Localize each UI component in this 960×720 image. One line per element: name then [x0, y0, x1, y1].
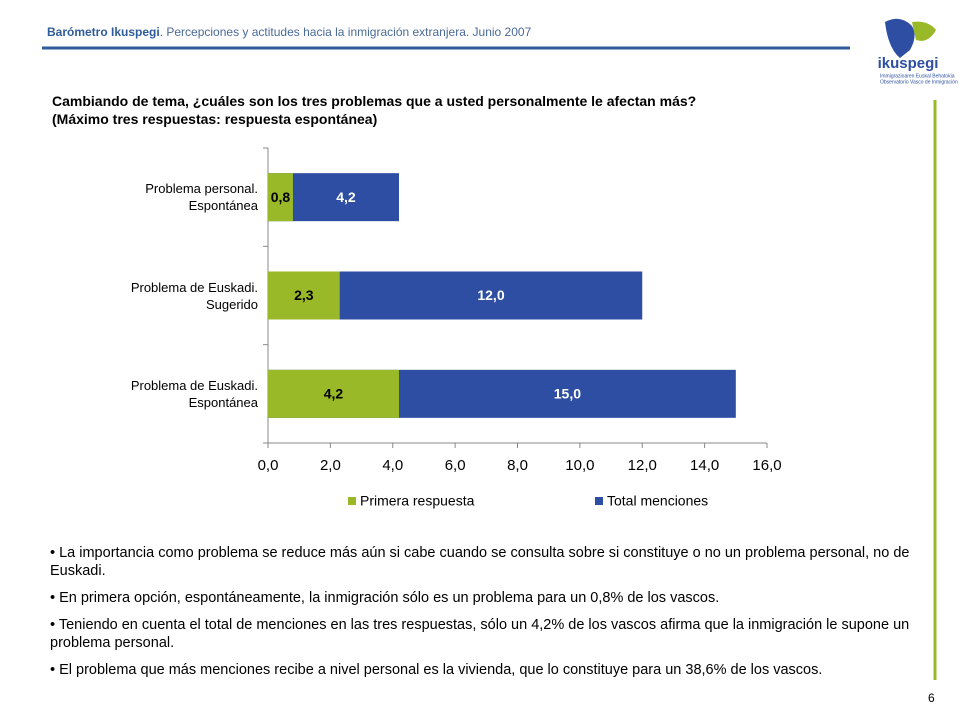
header-subtitle: . Percepciones y actitudes hacia la inmi… [159, 25, 532, 39]
bullet: • La importancia como problema se reduce… [50, 545, 910, 579]
bar [268, 173, 293, 222]
legend-label: Total menciones [607, 493, 708, 509]
x-tick-label: 12,0 [628, 457, 657, 474]
value-label: 15,0 [554, 386, 581, 402]
brand: Barómetro Ikuspegi [47, 25, 160, 39]
x-tick-label: 4,0 [382, 457, 403, 474]
bullets: • La importancia como problema se reduce… [50, 544, 910, 688]
chart-subtitle: (Máximo tres respuestas: respuesta espon… [52, 111, 378, 127]
bullet: • Teniendo en cuenta el total de mencion… [50, 617, 910, 651]
question: Cambiando de tema, ¿cuáles son los tres … [52, 92, 696, 128]
x-tick-label: 2,0 [320, 457, 341, 474]
value-label: 12,0 [477, 287, 504, 303]
logo-name: ikuspegi [878, 55, 939, 72]
x-tick-label: 6,0 [445, 457, 466, 474]
x-tick-label: 10,0 [565, 457, 594, 474]
x-tick-label: 16,0 [752, 457, 781, 474]
bar [268, 271, 340, 320]
x-tick-label: 14,0 [690, 457, 719, 474]
legend-swatch [595, 497, 603, 505]
legend-swatch [348, 497, 356, 505]
value-label: 0,8 [271, 189, 291, 205]
x-tick-label: 0,0 [258, 457, 279, 474]
x-tick-label: 8,0 [507, 457, 528, 474]
value-label: 4,2 [324, 386, 344, 402]
header: Barómetro Ikuspegi. Percepciones y actit… [47, 25, 531, 39]
logo-line: Observatorio Vasco de Inmigración [880, 79, 958, 85]
logo-line: Immigrazioaren Euskal Behatokia [880, 73, 955, 79]
value-label: 2,3 [294, 287, 314, 303]
bar [268, 369, 399, 418]
legend-label: Primera respuesta [360, 493, 475, 509]
chart-title: Cambiando de tema, ¿cuáles son los tres … [52, 93, 697, 109]
logo-icon [885, 18, 936, 58]
bullet: • En primera opción, espontáneamente, la… [50, 590, 720, 606]
category-label: Problema de Euskadi. Sugerido [130, 279, 258, 312]
category-label: Problema de Euskadi. Espontánea [130, 377, 258, 410]
page-number: 6 [928, 691, 935, 705]
value-label: 4,2 [336, 189, 356, 205]
category-label: Problema personal. Espontánea [145, 181, 258, 214]
bullet: • El problema que más menciones recibe a… [50, 662, 823, 678]
